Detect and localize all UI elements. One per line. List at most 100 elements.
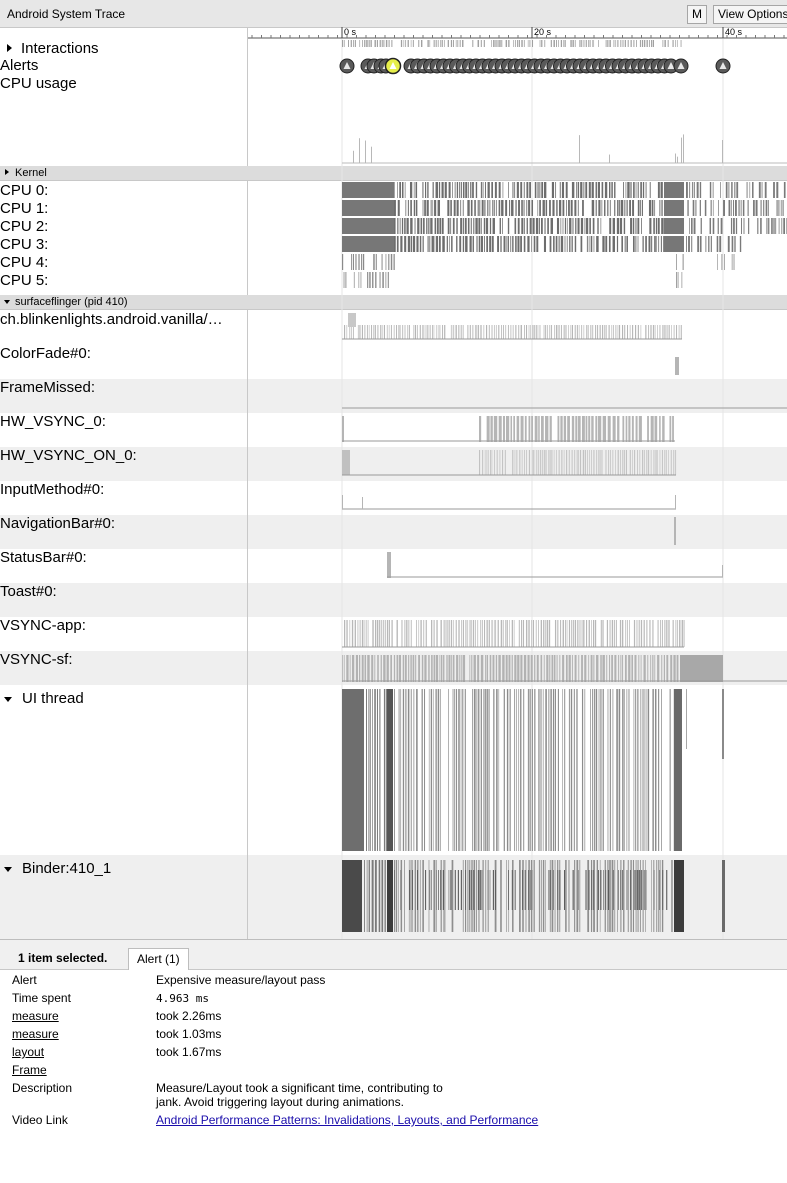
measure-link[interactable]: measure xyxy=(12,1009,59,1023)
track-colorfade[interactable]: ColorFade#0: xyxy=(0,345,91,362)
counter-bar xyxy=(618,325,621,339)
counter-bar xyxy=(543,325,545,339)
video-link[interactable]: Android Performance Patterns: Invalidati… xyxy=(156,1113,539,1127)
interaction-mark xyxy=(523,40,525,47)
ui-thread-slice xyxy=(432,689,434,851)
counter-bar xyxy=(583,325,585,339)
counter-bar xyxy=(577,620,579,647)
expand-triangle-icon[interactable] xyxy=(7,44,12,52)
cpu-slice xyxy=(405,200,407,216)
track-hw-vsync[interactable]: HW_VSYNC_0: xyxy=(0,413,106,430)
interaction-mark xyxy=(514,40,516,47)
counter-bar xyxy=(587,325,589,339)
track-hw-vsync-on[interactable]: HW_VSYNC_ON_0: xyxy=(0,447,137,464)
cpu-slice xyxy=(480,236,483,252)
ui-thread-slice xyxy=(435,689,437,851)
counter-bar xyxy=(587,450,588,475)
track-navigationbar[interactable]: NavigationBar#0: xyxy=(0,515,116,532)
trace-canvas[interactable] xyxy=(0,0,787,939)
binder-slice xyxy=(400,860,403,932)
counter-bar xyxy=(361,620,364,647)
interaction-mark xyxy=(615,40,617,47)
cpu-slice xyxy=(616,236,619,252)
track-alerts[interactable]: Alerts xyxy=(0,57,39,74)
cpu-slice xyxy=(735,218,738,234)
column-divider[interactable] xyxy=(247,181,248,295)
counter-bar xyxy=(482,450,484,475)
cpu-slice xyxy=(511,200,514,216)
track-inputmethod[interactable]: InputMethod#0: xyxy=(0,481,105,498)
counter-bar xyxy=(456,325,457,339)
cpu-slice xyxy=(394,200,396,216)
track-statusbar[interactable]: StatusBar#0: xyxy=(0,549,87,566)
counter-bar xyxy=(593,655,595,682)
track-cpu-usage[interactable]: CPU usage xyxy=(0,75,77,92)
cpu-slice xyxy=(717,218,719,234)
ui-thread-slice xyxy=(540,689,542,851)
ui-thread-slice xyxy=(400,689,402,851)
counter-bar xyxy=(511,620,514,647)
track-vsync-app[interactable]: VSYNC-app: xyxy=(0,617,86,634)
cpu-slice xyxy=(413,182,415,198)
binder-slice xyxy=(387,860,393,932)
cpu-slice xyxy=(505,200,508,216)
cpu-slice xyxy=(541,182,544,198)
view-options-button[interactable]: View Options xyxy=(713,5,787,24)
track-framemissed[interactable]: FrameMissed: xyxy=(0,379,96,396)
counter-bar xyxy=(344,325,346,339)
track-cpu-1[interactable]: CPU 1: xyxy=(0,200,49,217)
collapse-triangle-icon[interactable] xyxy=(4,300,10,304)
interaction-mark xyxy=(662,40,664,47)
counter-bar xyxy=(484,450,486,475)
track-cpu-4[interactable]: CPU 4: xyxy=(0,254,49,271)
cpu-slice xyxy=(549,200,551,216)
collapse-triangle-icon[interactable] xyxy=(4,697,12,702)
column-divider[interactable] xyxy=(247,28,248,166)
measure-link[interactable]: measure xyxy=(12,1027,59,1041)
ui-thread-slice xyxy=(584,689,586,851)
cpu-slice xyxy=(410,236,412,252)
track-vsync-sf[interactable]: VSYNC-sf: xyxy=(0,651,73,668)
frame-link[interactable]: Frame xyxy=(12,1063,47,1077)
counter-bar xyxy=(570,325,572,339)
counter-bar xyxy=(578,325,580,339)
column-divider[interactable] xyxy=(247,310,248,939)
ui-thread-slice xyxy=(607,689,609,851)
counter-bar xyxy=(538,416,540,442)
process-section-header[interactable]: surfaceflinger (pid 410) xyxy=(0,295,787,310)
track-toast[interactable]: Toast#0: xyxy=(0,583,57,600)
kernel-section-header[interactable]: Kernel xyxy=(0,166,787,181)
ui-thread-slice xyxy=(421,689,423,851)
ui-thread-slice xyxy=(654,689,657,851)
counter-bar xyxy=(609,655,611,682)
ui-thread-slice xyxy=(581,689,584,851)
cpu-slice xyxy=(697,236,699,252)
ui-thread-slice xyxy=(474,689,476,851)
cpu-slice xyxy=(539,200,541,216)
track-interactions[interactable]: Interactions xyxy=(21,40,99,57)
counter-bar xyxy=(431,655,433,682)
binder-slice xyxy=(640,870,642,910)
cpu-slice xyxy=(731,182,733,198)
track-cpu-5[interactable]: CPU 5: xyxy=(0,272,49,289)
layout-link[interactable]: layout xyxy=(12,1045,45,1059)
cpu-slice xyxy=(586,218,589,234)
counter-bar xyxy=(622,416,625,442)
cpu-slice xyxy=(462,182,465,198)
track-cpu-0[interactable]: CPU 0: xyxy=(0,182,49,199)
tab-alert[interactable]: Alert (1) xyxy=(128,948,189,970)
ui-thread-slice xyxy=(520,689,522,851)
detail-value: jank. Avoid triggering layout during ani… xyxy=(156,1095,404,1109)
track-cpu-3[interactable]: CPU 3: xyxy=(0,236,49,253)
track-ui-thread[interactable]: UI thread xyxy=(22,690,84,707)
cpu-slice xyxy=(757,218,759,234)
counter-bar xyxy=(481,620,483,647)
expand-triangle-icon[interactable] xyxy=(5,169,9,175)
binder-slice xyxy=(431,870,432,910)
track-cpu-2[interactable]: CPU 2: xyxy=(0,218,49,235)
track-binder[interactable]: Binder:410_1 xyxy=(22,860,112,877)
binder-slice xyxy=(722,860,725,932)
collapse-triangle-icon[interactable] xyxy=(4,867,12,872)
interaction-mark xyxy=(376,40,378,47)
m-button[interactable]: M xyxy=(687,5,707,24)
